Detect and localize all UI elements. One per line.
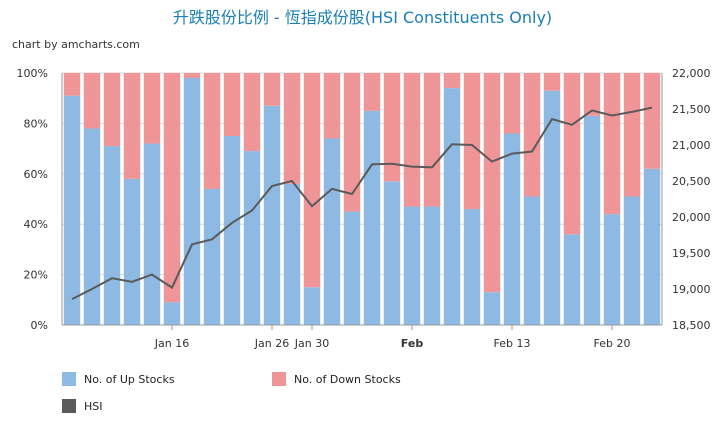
- bar-down-stocks: [423, 73, 441, 207]
- bar-down-stocks: [123, 73, 141, 179]
- bar-down-stocks: [363, 73, 381, 111]
- bar-up-stocks: [343, 211, 361, 325]
- x-axis-tick-label: Jan 30: [294, 337, 329, 350]
- left-axis-tick-label: 0%: [31, 319, 48, 332]
- bar-up-stocks: [163, 302, 181, 325]
- bar-down-stocks: [83, 73, 101, 129]
- bar-down-stocks: [503, 73, 521, 134]
- bar-down-stocks: [243, 73, 261, 152]
- x-axis-tick-label: Jan 26: [254, 337, 289, 350]
- right-axis-tick-label: 18,500: [672, 319, 711, 332]
- bar-up-stocks: [223, 136, 241, 325]
- right-axis-tick-label: 21,000: [672, 139, 711, 152]
- bar-down-stocks: [63, 73, 81, 96]
- right-axis-tick-label: 20,000: [672, 211, 711, 224]
- bar-down-stocks: [483, 73, 501, 293]
- left-axis-tick-label: 40%: [24, 218, 48, 231]
- bar-down-stocks: [403, 73, 421, 207]
- bar-up-stocks: [383, 181, 401, 325]
- bar-up-stocks: [643, 168, 661, 325]
- x-axis-tick-label: Feb: [401, 337, 424, 350]
- right-axis-tick-label: 21,500: [672, 103, 711, 116]
- bar-down-stocks: [183, 73, 201, 79]
- left-axis-tick-label: 20%: [24, 269, 48, 282]
- right-axis-tick-label: 19,500: [672, 247, 711, 260]
- bar-up-stocks: [183, 78, 201, 325]
- bar-down-stocks: [603, 73, 621, 215]
- bar-up-stocks: [143, 143, 161, 325]
- bar-down-stocks: [583, 73, 601, 116]
- bar-up-stocks: [303, 287, 321, 325]
- bar-up-stocks: [443, 88, 461, 326]
- bar-up-stocks: [243, 151, 261, 325]
- bar-up-stocks: [483, 292, 501, 325]
- bar-up-stocks: [283, 183, 301, 325]
- chart-credit-link[interactable]: chart by amcharts.com: [12, 38, 140, 51]
- bar-down-stocks: [523, 73, 541, 197]
- bar-down-stocks: [443, 73, 461, 89]
- legend-swatch-down: [272, 372, 286, 386]
- bar-up-stocks: [563, 234, 581, 325]
- bar-down-stocks: [383, 73, 401, 182]
- bar-up-stocks: [583, 115, 601, 325]
- bar-up-stocks: [423, 206, 441, 325]
- bar-up-stocks: [503, 133, 521, 325]
- right-axis-tick-label: 19,000: [672, 283, 711, 296]
- right-axis-tick-label: 20,500: [672, 175, 711, 188]
- legend-label-up: No. of Up Stocks: [84, 372, 175, 386]
- bar-up-stocks: [103, 146, 121, 325]
- bar-up-stocks: [63, 95, 81, 326]
- bar-up-stocks: [623, 196, 641, 325]
- bar-down-stocks: [323, 73, 341, 139]
- bar-up-stocks: [403, 206, 421, 325]
- legend-swatch-up: [62, 372, 76, 386]
- legend-item-up[interactable]: No. of Up Stocks: [62, 372, 175, 386]
- left-axis-tick-label: 80%: [24, 117, 48, 130]
- bar-down-stocks: [283, 73, 301, 184]
- bar-up-stocks: [203, 188, 221, 325]
- bar-up-stocks: [263, 105, 281, 325]
- bar-down-stocks: [623, 73, 641, 197]
- bar-down-stocks: [563, 73, 581, 235]
- left-axis-tick-label: 60%: [24, 168, 48, 181]
- bar-down-stocks: [103, 73, 121, 147]
- bar-down-stocks: [163, 73, 181, 303]
- left-axis-tick-label: 100%: [17, 67, 48, 80]
- bar-up-stocks: [83, 128, 101, 325]
- legend-item-down[interactable]: No. of Down Stocks: [272, 372, 401, 386]
- bar-down-stocks: [203, 73, 221, 189]
- chart-title: 升跌股份比例 - 恆指成份股(HSI Constituents Only): [172, 8, 553, 27]
- legend-label-hsi: HSI: [84, 399, 103, 413]
- bar-down-stocks: [543, 73, 561, 91]
- bar-down-stocks: [223, 73, 241, 136]
- x-axis-tick-label: Feb 13: [494, 337, 531, 350]
- bar-down-stocks: [343, 73, 361, 212]
- bar-up-stocks: [323, 138, 341, 325]
- bar-up-stocks: [123, 178, 141, 325]
- bar-up-stocks: [543, 90, 561, 325]
- hsi-line: [71, 106, 653, 300]
- legend-swatch-hsi: [62, 399, 76, 413]
- bar-up-stocks: [363, 110, 381, 325]
- bar-down-stocks: [303, 73, 321, 288]
- x-axis-tick-label: Feb 20: [594, 337, 631, 350]
- legend-item-hsi[interactable]: HSI: [62, 399, 103, 413]
- bar-down-stocks: [463, 73, 481, 210]
- bar-down-stocks: [643, 73, 661, 169]
- x-axis-tick-label: Jan 16: [154, 337, 189, 350]
- right-axis-tick-label: 22,000: [672, 67, 711, 80]
- bar-up-stocks: [463, 209, 481, 325]
- bar-up-stocks: [523, 196, 541, 325]
- bar-down-stocks: [263, 73, 281, 106]
- bar-up-stocks: [603, 214, 621, 325]
- legend-label-down: No. of Down Stocks: [294, 372, 401, 386]
- bar-down-stocks: [143, 73, 161, 144]
